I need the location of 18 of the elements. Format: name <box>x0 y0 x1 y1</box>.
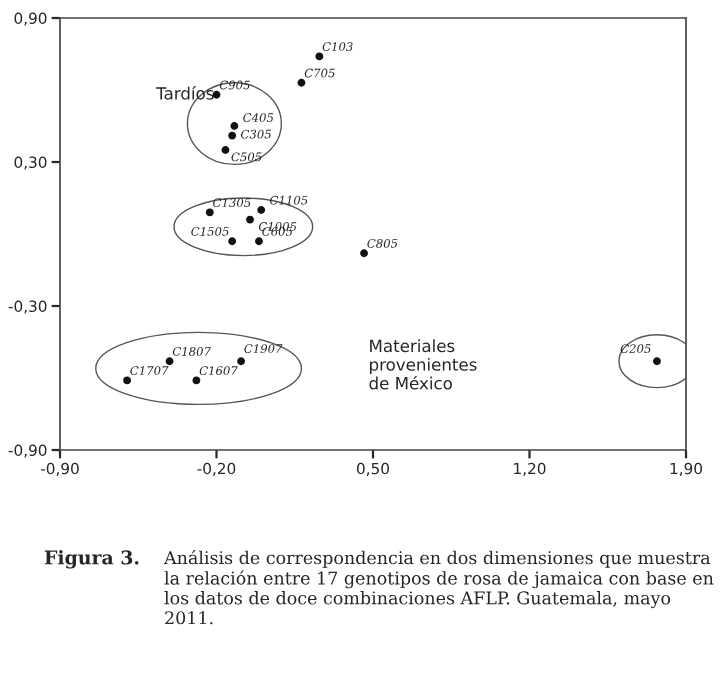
point <box>228 131 237 140</box>
point <box>297 78 306 87</box>
point <box>165 357 174 366</box>
point <box>228 237 237 246</box>
text: Figura 3. <box>44 550 139 569</box>
point <box>360 249 368 258</box>
point <box>221 146 230 154</box>
point <box>205 208 214 217</box>
point <box>237 357 246 366</box>
point <box>315 52 324 61</box>
point <box>230 122 239 130</box>
annotation: Materiales provenientes de México <box>369 339 477 390</box>
point <box>246 215 254 224</box>
text: Análisis de correspondencia en dos dimensiones que muestra la relación entre 17 genotipos de rosa de jamaica con base en los datos de doce combinaciones AFLP. Guatemala, mayo 2011. <box>163 550 714 625</box>
point <box>123 376 131 385</box>
point <box>257 206 266 214</box>
point <box>255 237 263 246</box>
point <box>192 376 201 385</box>
